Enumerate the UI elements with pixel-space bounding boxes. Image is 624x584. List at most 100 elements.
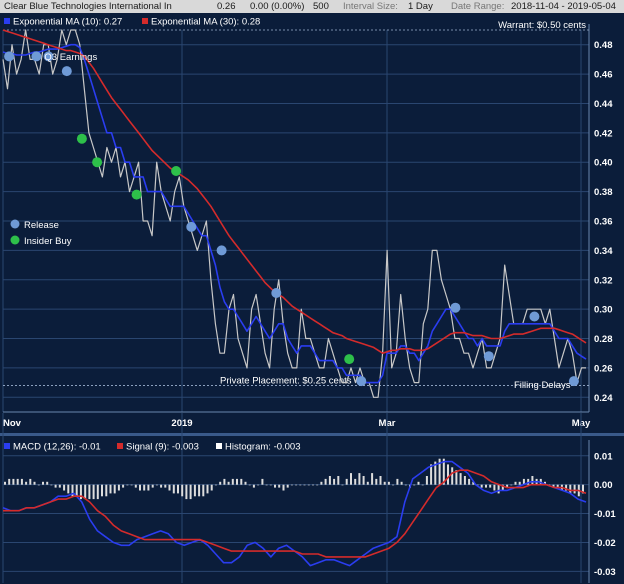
histogram-bar (396, 478, 399, 485)
release-marker[interactable] (450, 302, 461, 313)
histogram-bar (527, 478, 530, 485)
histogram-bar (463, 476, 466, 485)
histogram-bar (126, 484, 129, 486)
histogram-bar (261, 478, 264, 485)
chart-canvas[interactable]: Warrant: $0.50 cents Private Placement: $… (0, 13, 624, 584)
histogram-bar (362, 476, 365, 485)
histogram-bar (493, 484, 496, 491)
histogram-bar (58, 484, 61, 488)
histogram-bar (501, 484, 504, 491)
insider-buy-legend-label: Insider Buy (24, 236, 72, 247)
filing-delays-label: Filling Delays (514, 380, 571, 391)
event-markers[interactable] (4, 51, 579, 387)
release-marker[interactable] (186, 221, 197, 232)
histogram-bar (489, 484, 492, 488)
histogram-bar (497, 484, 500, 494)
histogram-bar (231, 478, 234, 485)
histogram-bar (379, 476, 382, 485)
release-marker[interactable] (43, 51, 54, 62)
histogram-bar (185, 484, 188, 500)
histogram-bar (316, 484, 319, 486)
histogram-bar (425, 476, 428, 485)
release-marker[interactable] (483, 351, 494, 362)
range-value[interactable]: 2018-11-04 - 2019-05-04 (511, 1, 616, 12)
panel-divider[interactable] (0, 433, 624, 436)
histogram-bar (573, 484, 576, 494)
release-marker[interactable] (61, 66, 72, 77)
histogram-bar (71, 484, 74, 497)
histogram-bar (307, 484, 310, 486)
histogram-bar (531, 476, 534, 485)
release-marker[interactable] (529, 311, 540, 322)
histogram-bar (274, 484, 276, 488)
y-tick-label: 0.40 (594, 158, 613, 169)
histogram-bar (168, 484, 171, 491)
histogram-bar (565, 484, 568, 491)
histogram-bar (206, 484, 209, 494)
histogram-bar (92, 484, 95, 500)
histogram-bar (510, 484, 513, 486)
histogram-bar (177, 484, 179, 494)
histogram-bar (544, 481, 546, 485)
histogram-bar (16, 478, 19, 485)
histogram-bar (468, 478, 471, 485)
histogram-bar (37, 484, 40, 486)
histogram-bar (404, 484, 407, 486)
range-label: Date Range: (451, 1, 505, 12)
histogram-bar (8, 478, 11, 485)
interval-label: Interval Size: (343, 1, 398, 12)
histogram-bar (117, 484, 120, 491)
histogram-bar (210, 484, 213, 491)
histogram-bar (354, 478, 357, 485)
macd-series-line (3, 469, 587, 558)
histogram-bar (219, 481, 222, 485)
release-marker[interactable] (568, 376, 579, 387)
histogram-bar (84, 484, 87, 500)
histogram-bar (105, 484, 108, 497)
legend-swatch-macd (4, 443, 10, 449)
histogram-bar (113, 484, 116, 494)
histogram-bar (522, 478, 525, 485)
histogram-bar (46, 481, 49, 485)
legend-macd: MACD (12,26): -0.01 (13, 442, 101, 453)
insider-buy-marker[interactable] (92, 157, 103, 168)
histogram-bar (88, 484, 91, 500)
histogram-bar (20, 478, 23, 485)
macd-series (2, 460, 587, 567)
macd-y-tick-label: 0.01 (594, 451, 613, 462)
histogram-bar (400, 481, 403, 485)
release-marker[interactable] (216, 245, 227, 256)
histogram-bar (248, 484, 251, 486)
histogram-bar (430, 464, 433, 485)
release-marker[interactable] (356, 376, 367, 387)
legend-swatch-histogram (216, 443, 222, 449)
reference-line-label: Warrant: $0.50 cents (498, 20, 586, 31)
histogram-bar (252, 484, 255, 488)
insider-buy-marker[interactable] (171, 166, 182, 176)
histogram-bar (451, 467, 454, 485)
release-marker[interactable] (31, 51, 42, 62)
insider-buy-marker[interactable] (344, 354, 355, 365)
macd-y-tick-label: -0.03 (594, 567, 616, 578)
y-tick-label: 0.24 (594, 393, 613, 404)
histogram-bar (442, 458, 445, 485)
histogram-bar (366, 481, 369, 485)
y-tick-label: 0.42 (594, 128, 613, 139)
histogram-bar (181, 484, 184, 497)
histogram-bar (189, 484, 192, 500)
histogram-bar (223, 478, 226, 485)
release-marker[interactable] (271, 288, 282, 298)
histogram-bar (290, 484, 293, 486)
histogram-bar (54, 484, 57, 488)
y-tick-label: 0.38 (594, 187, 613, 198)
histogram-bar (147, 484, 150, 491)
histogram-bar (50, 484, 53, 486)
release-marker[interactable] (4, 51, 15, 62)
histogram-bar (569, 484, 572, 494)
insider-buy-marker[interactable] (131, 189, 142, 200)
histogram-bar (518, 481, 521, 485)
insider-buy-marker[interactable] (76, 133, 87, 144)
histogram-bar (79, 484, 82, 500)
interval-value[interactable]: 1 Day (408, 1, 433, 12)
macd-histogram (4, 458, 584, 500)
